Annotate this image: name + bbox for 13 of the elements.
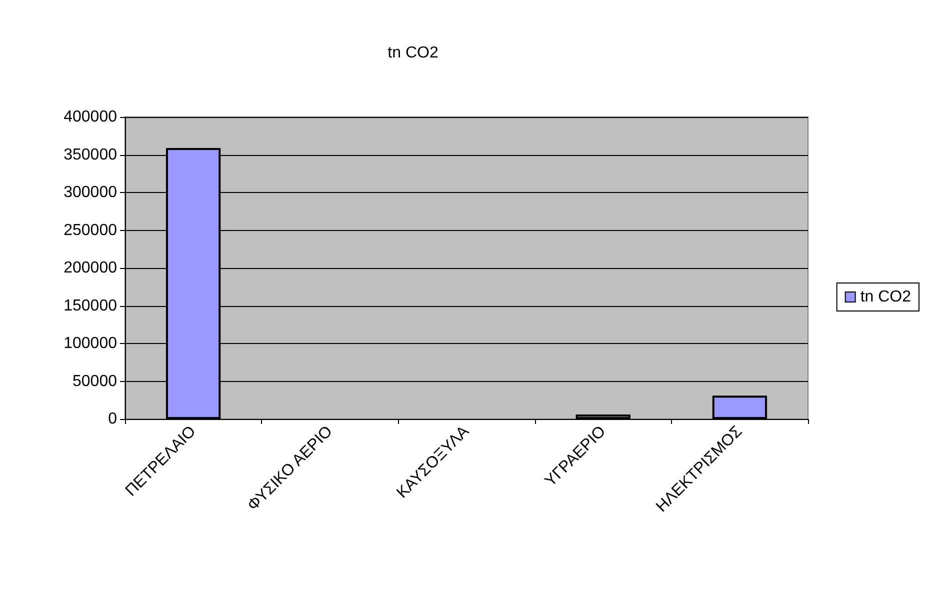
y-tick-label: 100000 xyxy=(64,335,118,352)
y-tick-label: 350000 xyxy=(64,146,118,164)
legend-label: tn CO2 xyxy=(860,288,912,306)
y-tick-label: 200000 xyxy=(64,260,118,276)
y-tick-label: 250000 xyxy=(64,222,118,239)
y-tick-label: 300000 xyxy=(64,184,118,201)
y-tick-label: 50000 xyxy=(72,372,118,390)
y-tick-label: 150000 xyxy=(64,297,118,314)
bar xyxy=(576,414,630,419)
chart-title: tn CO2 xyxy=(388,44,438,62)
bar xyxy=(712,396,768,419)
y-tick-label: 400000 xyxy=(64,108,118,126)
y-tick-label: 0 xyxy=(108,410,118,428)
